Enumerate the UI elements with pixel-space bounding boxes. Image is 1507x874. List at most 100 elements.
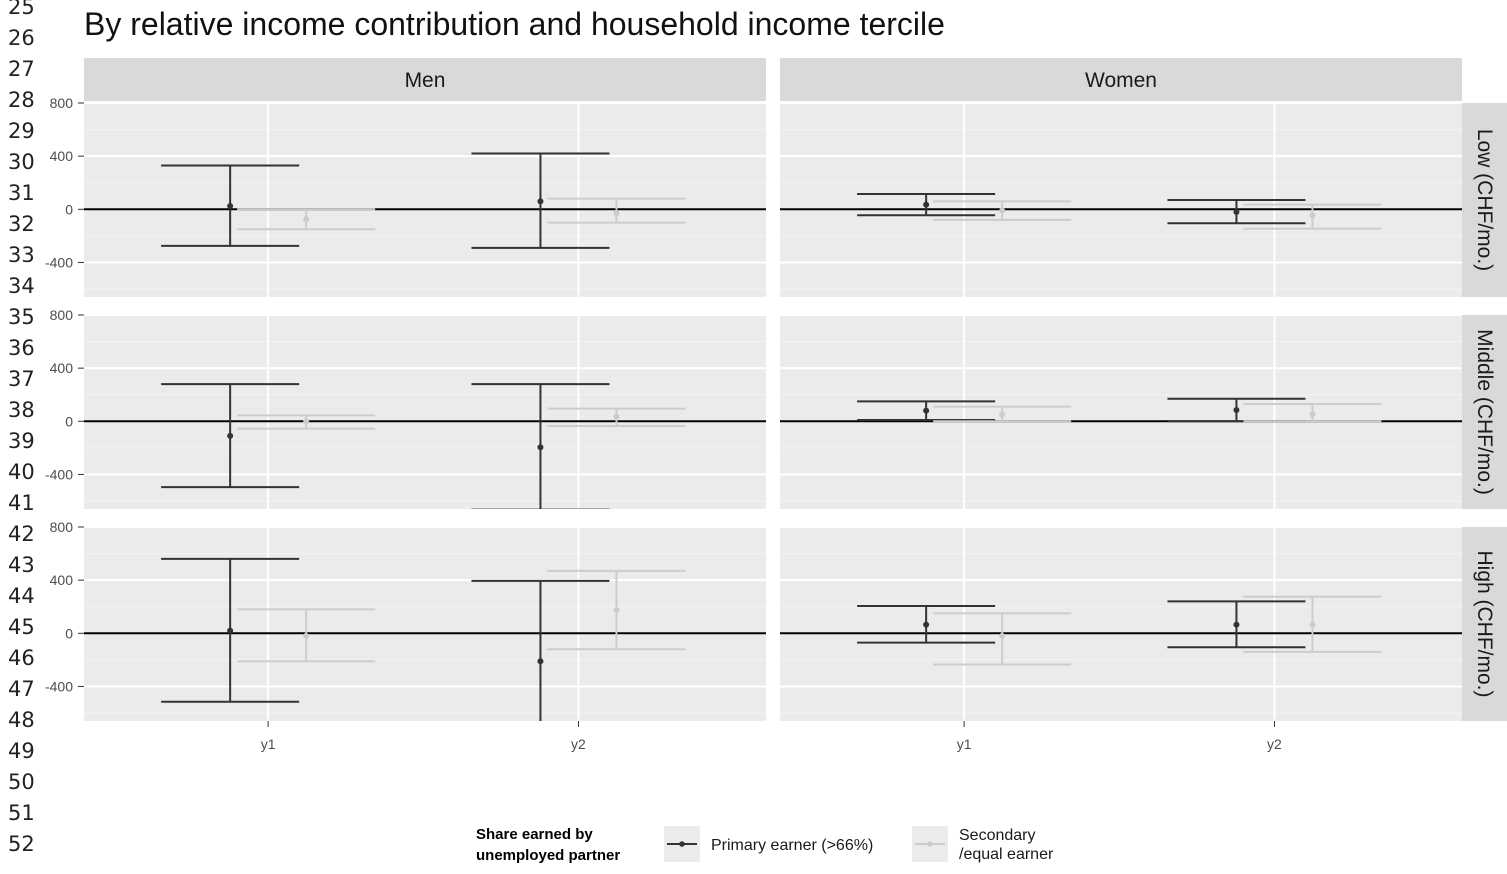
- axes: 800 400 0 -400 800 400 0 -400 800 400 0 -400 y1 y2 y1 y…: [45, 95, 1282, 752]
- line-number: 48: [8, 708, 35, 732]
- legend-label-primary: Primary earner (>66%): [711, 837, 873, 854]
- row-strip-label: Middle (CHF/mo.): [1473, 329, 1496, 495]
- estimate-point: [227, 202, 234, 209]
- estimate-point: [999, 411, 1006, 418]
- row-strip-label: High (CHF/mo.): [1473, 550, 1496, 697]
- line-number: 42: [8, 522, 35, 546]
- y-tick-label: -400: [45, 254, 73, 270]
- y-tick-label: -400: [45, 466, 73, 482]
- series-primary-group: [857, 600, 1306, 649]
- series-primary-group: [161, 383, 610, 509]
- line-number: 39: [8, 429, 35, 453]
- y-tick-label: 400: [50, 148, 74, 164]
- line-number: 51: [8, 801, 35, 825]
- estimate-point: [227, 432, 234, 439]
- panel-background: [780, 315, 1462, 509]
- line-number: 40: [8, 460, 35, 484]
- column-strip-label: Women: [1085, 69, 1157, 92]
- line-number-gutter: 25 26 27 28 29 30 31 32 33 34 35 36 37 38 39 40 41 42 43 44…: [8, 0, 35, 856]
- line-number: 26: [8, 26, 35, 50]
- facet-strips: Men Women Low (CHF/mo.) Middle (CHF/mo.) Hig…: [84, 58, 1507, 721]
- line-number: 28: [8, 88, 35, 112]
- x-tick-label: y2: [571, 736, 586, 752]
- row-strip: [1462, 527, 1507, 721]
- estimate-point: [1233, 407, 1240, 414]
- series-secondary-group: [933, 595, 1382, 666]
- estimate-point: [613, 210, 620, 217]
- line-number: 38: [8, 398, 35, 422]
- y-tick-label: -400: [45, 678, 73, 694]
- estimate-point: [537, 444, 544, 451]
- y-tick-label: 800: [50, 307, 74, 323]
- panel-women-row-3: [780, 526, 1462, 721]
- line-number: 34: [8, 274, 35, 298]
- series-primary-group: [161, 557, 610, 721]
- row-strip: [1462, 315, 1507, 509]
- line-number: 45: [8, 615, 35, 639]
- panel-background: [780, 527, 1462, 721]
- series-secondary-group: [933, 403, 1382, 423]
- estimate-point: [923, 407, 930, 414]
- panel-women-row-1: [780, 102, 1462, 297]
- y-tick-label: 0: [65, 413, 73, 429]
- estimate-point: [303, 418, 310, 425]
- chart-title: By relative income contribution and hous…: [84, 6, 945, 42]
- line-number: 49: [8, 739, 35, 763]
- y-tick-label: 0: [65, 201, 73, 217]
- line-number: 29: [8, 119, 35, 143]
- y-tick-label: 800: [50, 95, 74, 111]
- line-number: 41: [8, 491, 35, 515]
- column-strip-label: Men: [405, 69, 446, 92]
- estimate-point: [613, 607, 620, 614]
- estimate-point: [923, 621, 930, 628]
- series-secondary-group: [237, 197, 686, 231]
- x-tick-label: y1: [957, 736, 972, 752]
- panel-men-row-3: [84, 526, 766, 721]
- estimate-point: [1309, 621, 1316, 628]
- line-number: 27: [8, 57, 35, 81]
- estimate-point: [999, 632, 1006, 639]
- panel-women-row-2: [780, 314, 1462, 509]
- line-number: 50: [8, 770, 35, 794]
- estimate-point: [613, 413, 620, 420]
- legend-key-secondary-point: [927, 841, 933, 847]
- x-tick-label: y2: [1267, 736, 1282, 752]
- column-strip-men: [84, 58, 766, 101]
- legend: Share earned by unemployed partner Prima…: [476, 826, 1054, 864]
- line-number: 25: [8, 0, 35, 19]
- line-number: 30: [8, 150, 35, 174]
- estimate-point: [1309, 410, 1316, 417]
- series-secondary-group: [237, 407, 686, 430]
- line-number: 35: [8, 305, 35, 329]
- row-strip: [1462, 103, 1507, 297]
- row-strip-label: Low (CHF/mo.): [1473, 129, 1496, 271]
- line-number: 44: [8, 584, 35, 608]
- line-number: 31: [8, 181, 35, 205]
- line-number: 52: [8, 832, 35, 856]
- line-number: 33: [8, 243, 35, 267]
- y-tick-label: 400: [50, 360, 74, 376]
- estimate-point: [537, 658, 544, 665]
- legend-key-primary-point: [679, 841, 685, 847]
- legend-title-line-1: Share earned by: [476, 826, 593, 843]
- estimate-point: [1233, 621, 1240, 628]
- estimate-point: [227, 627, 234, 634]
- series-primary-group: [161, 152, 610, 249]
- line-number: 47: [8, 677, 35, 701]
- line-number: 46: [8, 646, 35, 670]
- series-primary-group: [857, 193, 1306, 225]
- estimate-point: [303, 632, 310, 639]
- panel-men-row-1: [84, 102, 766, 297]
- legend-label-secondary-line-2: /equal earner: [959, 846, 1054, 863]
- panel-background: [84, 103, 766, 297]
- line-number: 43: [8, 553, 35, 577]
- series-primary-group: [857, 397, 1306, 423]
- series-secondary-group: [933, 200, 1382, 230]
- column-strip-women: [780, 58, 1462, 101]
- legend-title-line-2: unemployed partner: [476, 847, 620, 864]
- x-tick-label: y1: [261, 736, 276, 752]
- legend-label-secondary-line-1: Secondary: [959, 827, 1036, 844]
- line-number: 36: [8, 336, 35, 360]
- estimate-point: [1309, 212, 1316, 219]
